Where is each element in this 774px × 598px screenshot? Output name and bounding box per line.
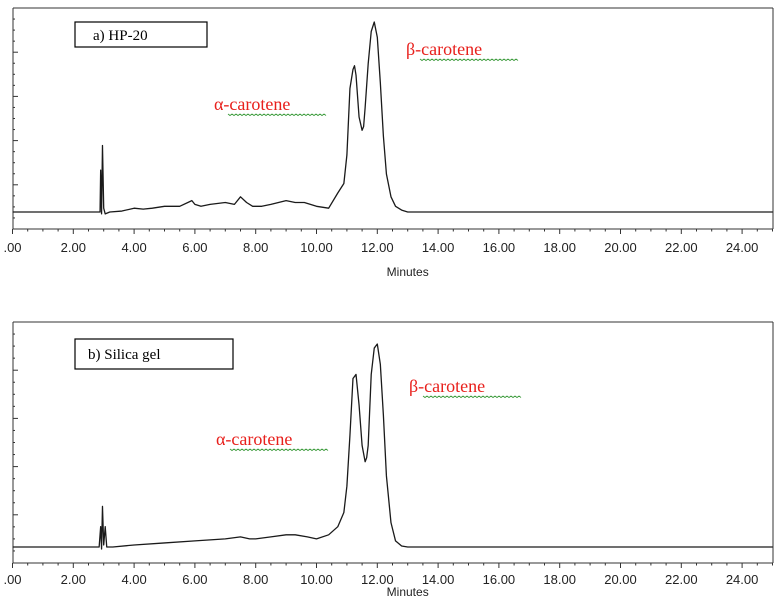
x-tick-label: 6.00: [182, 572, 207, 587]
peak-annotation-beta: β-carotene: [406, 39, 482, 59]
x-tick-label: 2.00: [61, 572, 86, 587]
x-tick-label: .00: [3, 240, 21, 255]
peak-label-background: [202, 89, 334, 121]
x-tick-label: 6.00: [182, 240, 207, 255]
peak-annotation-beta: β-carotene: [409, 376, 485, 396]
x-tick-label: 14.00: [422, 572, 455, 587]
x-tick-label: 18.00: [543, 240, 576, 255]
chromatogram-trace: [12, 343, 773, 550]
panel-label-box: [74, 338, 234, 370]
panel-label: a) HP-20: [93, 28, 148, 44]
x-tick-label: 2.00: [61, 240, 86, 255]
chromatogram-trace: [12, 21, 773, 215]
x-tick-label: 14.00: [422, 240, 455, 255]
x-tick-label: 16.00: [483, 240, 516, 255]
panel-label: b) Silica gel: [88, 347, 160, 363]
peak-label-background: [204, 423, 338, 459]
chart-panel-a: .00 2.00 4.00 6.00 8.00 10.00 12.00 14.00 16.00 1…: [3, 7, 774, 279]
x-tick-label: 22.00: [665, 572, 698, 587]
x-tick-label: .00: [3, 572, 21, 587]
x-tick-label: 8.00: [243, 240, 268, 255]
spellcheck-underline: [229, 448, 329, 452]
peak-annotation-alpha: α-carotene: [216, 429, 292, 449]
spellcheck-underline: [227, 113, 327, 117]
panel-label-box: [74, 21, 208, 48]
x-tick-label: 22.00: [665, 240, 698, 255]
chart-panel-b: .00 2.00 4.00 6.00 8.00 10.00 12.00 14.00 16.00 1…: [3, 321, 774, 598]
x-tick-label: 16.00: [483, 572, 516, 587]
peak-label-background: [395, 32, 542, 70]
x-tick-label: 24.00: [726, 572, 759, 587]
x-tick-label: 18.00: [543, 572, 576, 587]
x-axis-title: Minutes: [387, 265, 429, 279]
x-tick-label: 4.00: [121, 240, 146, 255]
x-tick-label: 20.00: [604, 240, 637, 255]
x-tick-label: 20.00: [604, 572, 637, 587]
x-tick-label: 10.00: [300, 572, 333, 587]
x-tick-label: 12.00: [361, 240, 394, 255]
spellcheck-underline: [419, 58, 519, 62]
x-tick-label: 8.00: [243, 572, 268, 587]
x-tick-label: 4.00: [121, 572, 146, 587]
peak-annotation-alpha: α-carotene: [214, 94, 290, 114]
x-axis-title: Minutes: [387, 585, 429, 598]
spellcheck-underline: [422, 395, 522, 399]
x-tick-label: 10.00: [300, 240, 333, 255]
x-tick-label: 24.00: [726, 240, 759, 255]
peak-label-background: [398, 367, 543, 405]
x-tick-label: 12.00: [361, 572, 394, 587]
